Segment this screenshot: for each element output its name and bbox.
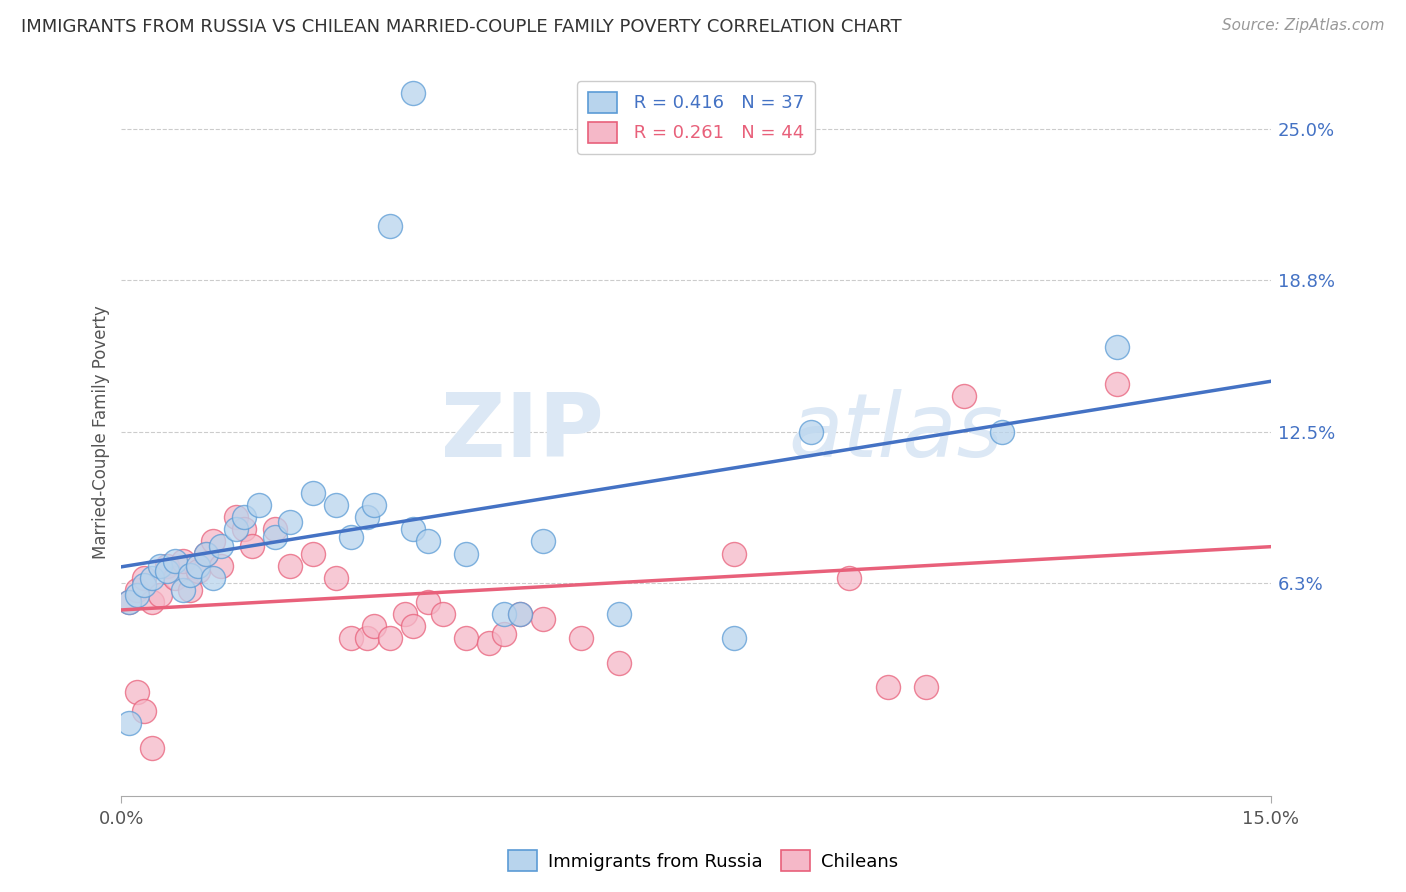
Point bbox=[149, 558, 172, 573]
Point bbox=[141, 571, 163, 585]
Point bbox=[187, 558, 209, 573]
Point bbox=[179, 568, 201, 582]
Point bbox=[278, 515, 301, 529]
Point bbox=[302, 547, 325, 561]
Text: IMMIGRANTS FROM RUSSIA VS CHILEAN MARRIED-COUPLE FAMILY POVERTY CORRELATION CHAR: IMMIGRANTS FROM RUSSIA VS CHILEAN MARRIE… bbox=[21, 18, 901, 36]
Point bbox=[401, 86, 423, 100]
Point bbox=[194, 547, 217, 561]
Point bbox=[494, 607, 516, 622]
Point bbox=[225, 522, 247, 536]
Point bbox=[118, 595, 141, 609]
Point bbox=[125, 582, 148, 597]
Point bbox=[609, 656, 631, 670]
Point bbox=[172, 554, 194, 568]
Point bbox=[141, 740, 163, 755]
Point bbox=[118, 595, 141, 609]
Text: Source: ZipAtlas.com: Source: ZipAtlas.com bbox=[1222, 18, 1385, 33]
Point bbox=[914, 680, 936, 694]
Point bbox=[953, 389, 976, 403]
Point bbox=[263, 530, 285, 544]
Point bbox=[165, 571, 187, 585]
Point bbox=[838, 571, 860, 585]
Point bbox=[723, 632, 745, 646]
Legend:  R = 0.416   N = 37,  R = 0.261   N = 44: R = 0.416 N = 37, R = 0.261 N = 44 bbox=[578, 81, 815, 153]
Point bbox=[209, 558, 232, 573]
Point bbox=[165, 554, 187, 568]
Point bbox=[363, 498, 385, 512]
Point bbox=[134, 704, 156, 718]
Point bbox=[456, 632, 478, 646]
Y-axis label: Married-Couple Family Poverty: Married-Couple Family Poverty bbox=[93, 305, 110, 559]
Point bbox=[401, 619, 423, 633]
Point bbox=[456, 547, 478, 561]
Point bbox=[378, 632, 401, 646]
Point bbox=[478, 636, 501, 650]
Point bbox=[118, 716, 141, 731]
Point bbox=[363, 619, 385, 633]
Point bbox=[225, 510, 247, 524]
Point bbox=[134, 571, 156, 585]
Point bbox=[202, 534, 225, 549]
Point bbox=[356, 510, 378, 524]
Point bbox=[187, 564, 209, 578]
Point bbox=[209, 539, 232, 553]
Point bbox=[125, 588, 148, 602]
Point bbox=[194, 547, 217, 561]
Point bbox=[125, 685, 148, 699]
Point bbox=[569, 632, 592, 646]
Point bbox=[325, 571, 347, 585]
Text: atlas: atlas bbox=[787, 389, 1002, 475]
Point bbox=[991, 425, 1014, 440]
Point bbox=[141, 595, 163, 609]
Point bbox=[401, 522, 423, 536]
Point bbox=[416, 595, 439, 609]
Point bbox=[378, 219, 401, 234]
Point bbox=[340, 632, 363, 646]
Point bbox=[416, 534, 439, 549]
Point bbox=[202, 571, 225, 585]
Point bbox=[302, 486, 325, 500]
Point bbox=[394, 607, 416, 622]
Point bbox=[494, 626, 516, 640]
Point bbox=[325, 498, 347, 512]
Legend: Immigrants from Russia, Chileans: Immigrants from Russia, Chileans bbox=[501, 843, 905, 879]
Point bbox=[876, 680, 898, 694]
Point bbox=[800, 425, 823, 440]
Point bbox=[509, 607, 531, 622]
Point bbox=[263, 522, 285, 536]
Point bbox=[233, 510, 256, 524]
Point bbox=[156, 558, 179, 573]
Point bbox=[356, 632, 378, 646]
Point bbox=[240, 539, 263, 553]
Point bbox=[156, 564, 179, 578]
Point bbox=[432, 607, 454, 622]
Point bbox=[531, 612, 554, 626]
Point bbox=[609, 607, 631, 622]
Point bbox=[278, 558, 301, 573]
Text: ZIP: ZIP bbox=[441, 389, 605, 475]
Point bbox=[179, 582, 201, 597]
Point bbox=[233, 522, 256, 536]
Point bbox=[1107, 376, 1129, 391]
Point bbox=[1107, 340, 1129, 354]
Point bbox=[247, 498, 270, 512]
Point bbox=[149, 588, 172, 602]
Point bbox=[531, 534, 554, 549]
Point bbox=[172, 582, 194, 597]
Point bbox=[340, 530, 363, 544]
Point bbox=[509, 607, 531, 622]
Point bbox=[134, 578, 156, 592]
Point bbox=[723, 547, 745, 561]
